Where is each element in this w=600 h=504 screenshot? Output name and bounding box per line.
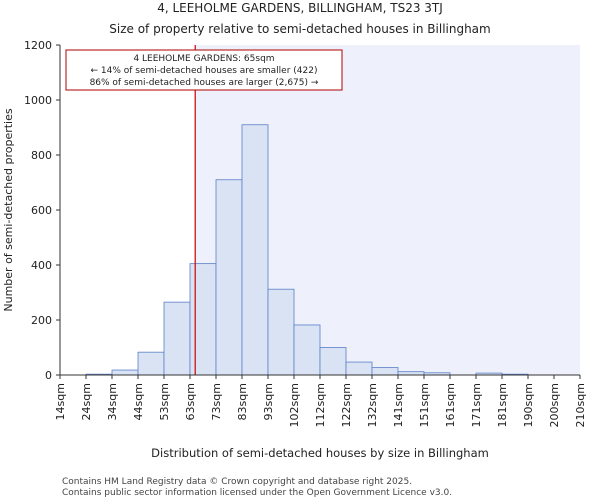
annotation-frame xyxy=(65,49,343,91)
x-tick-label: 141sqm xyxy=(392,383,405,427)
bar-73sqm xyxy=(215,179,243,376)
bar-44sqm xyxy=(137,351,165,376)
x-tick-label: 161sqm xyxy=(444,383,457,427)
y-tick-label: 800 xyxy=(31,149,52,162)
bar-63sqm xyxy=(189,263,217,376)
x-tick-label: 171sqm xyxy=(470,383,483,427)
bar-93sqm xyxy=(267,288,295,376)
y-tick-label: 0 xyxy=(45,369,52,382)
y-ticks-group: 0 200 400 600 800 1000 1200 xyxy=(24,39,60,382)
x-tick-label: 34sqm xyxy=(106,383,119,420)
bar-83sqm xyxy=(241,124,269,376)
x-tick-label: 190sqm xyxy=(522,383,535,427)
x-tick-label: 44sqm xyxy=(132,383,145,420)
x-tick-label: 210sqm xyxy=(574,383,587,427)
chart-title: 4, LEEHOLME GARDENS, BILLINGHAM, TS23 3T… xyxy=(157,1,443,15)
bar-53sqm xyxy=(163,301,191,376)
footer-line-1: Contains HM Land Registry data © Crown c… xyxy=(62,477,412,487)
y-axis-label: Number of semi-detached properties xyxy=(2,108,15,311)
x-tick-label: 83sqm xyxy=(236,383,249,420)
y-tick-label: 400 xyxy=(31,259,52,272)
bar-112sqm xyxy=(319,347,347,376)
x-tick-label: 200sqm xyxy=(548,383,561,427)
x-tick-label: 151sqm xyxy=(418,383,431,427)
x-tick-label: 73sqm xyxy=(210,383,223,420)
annotation-line-1: 4 LEEHOLME GARDENS: 65sqm xyxy=(133,54,274,64)
x-axis-label: Distribution of semi-detached houses by … xyxy=(151,446,489,460)
x-tick-label: 102sqm xyxy=(288,383,301,427)
bar-132sqm xyxy=(371,367,399,376)
chart-subtitle: Size of property relative to semi-detach… xyxy=(109,22,490,36)
y-tick-label: 1000 xyxy=(24,94,52,107)
bar-122sqm xyxy=(345,361,373,376)
annotation-box: 4 LEEHOLME GARDENS: 65sqm ← 14% of semi-… xyxy=(65,49,343,91)
x-tick-label: 63sqm xyxy=(184,383,197,420)
bar-102sqm xyxy=(293,324,321,376)
footer-line-2: Contains public sector information licen… xyxy=(62,488,452,498)
x-tick-label: 14sqm xyxy=(54,383,67,420)
y-tick-label: 1200 xyxy=(24,39,52,52)
y-tick-label: 600 xyxy=(31,204,52,217)
x-tick-label: 24sqm xyxy=(80,383,93,420)
bars-group xyxy=(85,124,529,376)
x-tick-label: 132sqm xyxy=(366,383,379,427)
annotation-line-2: ← 14% of semi-detached houses are smalle… xyxy=(91,66,318,76)
x-tick-label: 122sqm xyxy=(340,383,353,427)
x-tick-label: 53sqm xyxy=(158,383,171,420)
annotation-line-3: 86% of semi-detached houses are larger (… xyxy=(90,78,319,88)
x-tick-label: 93sqm xyxy=(262,383,275,420)
y-tick-label: 200 xyxy=(31,314,52,327)
x-tick-label: 181sqm xyxy=(496,383,509,427)
bar-34sqm xyxy=(111,369,139,376)
x-ticks-group: 14sqm 24sqm 34sqm 44sqm 53sqm 63sqm 73sqm 83sqm… xyxy=(54,375,587,427)
x-tick-label: 112sqm xyxy=(314,383,327,427)
